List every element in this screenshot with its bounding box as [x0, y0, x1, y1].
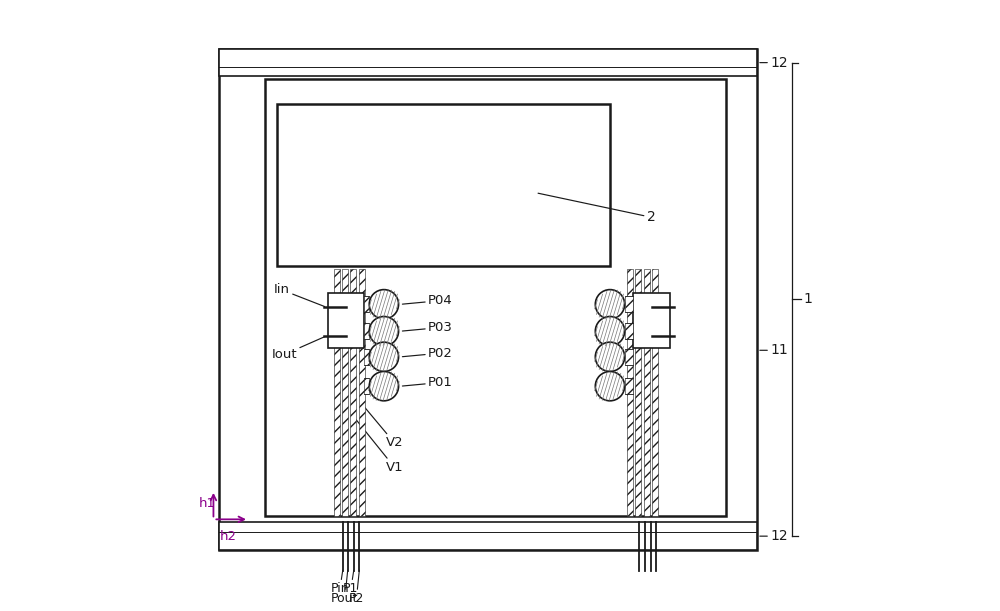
Text: Iout: Iout [271, 337, 325, 361]
Text: h2: h2 [220, 530, 237, 543]
Text: 1: 1 [803, 293, 812, 306]
Bar [328, 293, 364, 348]
Bar [364, 296, 369, 312]
Bar [364, 323, 369, 339]
Bar [334, 269, 340, 516]
Text: 12: 12 [760, 529, 788, 543]
Text: P03: P03 [402, 321, 453, 334]
Bar [627, 269, 633, 516]
Bar [635, 269, 641, 516]
Text: 12: 12 [760, 56, 788, 70]
Text: Pout: Pout [331, 570, 358, 605]
Bar [625, 296, 633, 312]
Bar [342, 269, 348, 516]
Bar [364, 349, 369, 365]
Text: 11: 11 [760, 343, 788, 357]
Text: V1: V1 [356, 420, 403, 474]
Text: 2: 2 [538, 193, 655, 224]
Circle shape [595, 316, 625, 346]
Text: P1: P1 [343, 570, 359, 595]
Text: V2: V2 [362, 404, 403, 450]
Text: h1: h1 [199, 497, 216, 510]
Bar [644, 269, 650, 516]
Bar [359, 269, 365, 516]
Bar [625, 323, 633, 339]
Text: P04: P04 [402, 294, 453, 307]
Bar [219, 49, 757, 550]
Circle shape [369, 316, 399, 346]
Text: P01: P01 [402, 376, 453, 389]
Bar [219, 522, 757, 550]
Circle shape [595, 342, 625, 371]
Circle shape [369, 290, 399, 319]
Circle shape [595, 290, 625, 319]
Text: P02: P02 [402, 346, 453, 360]
Bar [277, 104, 610, 266]
Bar [625, 349, 633, 365]
Bar [364, 378, 369, 394]
Circle shape [595, 371, 625, 401]
Bar [265, 79, 726, 516]
Bar [633, 293, 670, 348]
Text: P2: P2 [349, 570, 364, 605]
Bar [350, 269, 356, 516]
Bar [219, 49, 757, 76]
Text: Iin: Iin [274, 284, 325, 307]
Bar [652, 269, 658, 516]
Bar [625, 378, 633, 394]
Text: Pin: Pin [331, 570, 349, 595]
Circle shape [369, 342, 399, 371]
Circle shape [369, 371, 399, 401]
